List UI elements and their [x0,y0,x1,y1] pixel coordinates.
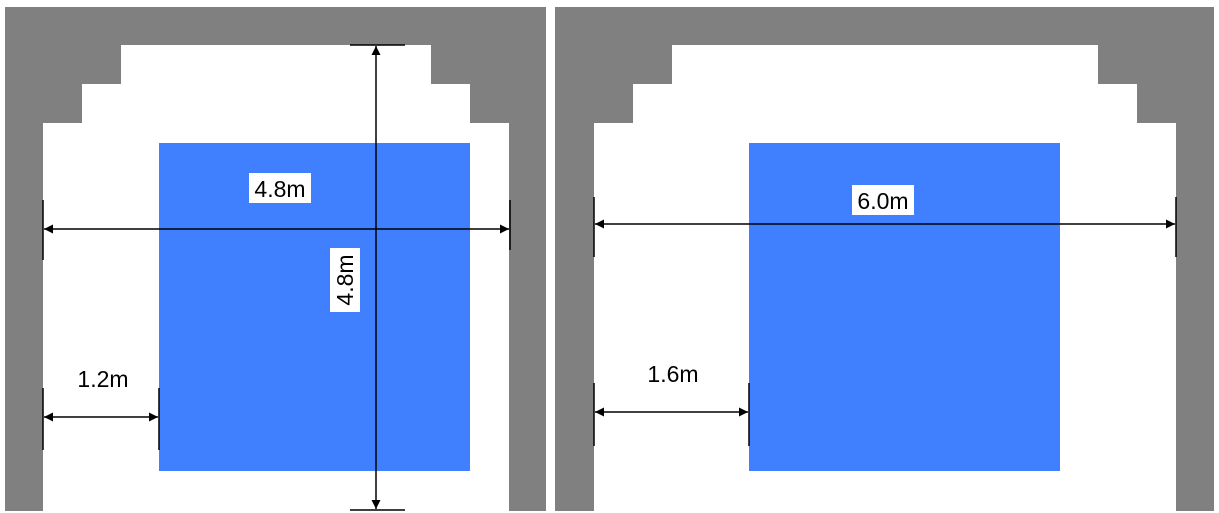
left-width-label: 4.8m [254,176,305,202]
left-height-label: 4.8m [332,254,358,305]
right-panel: 6.0m 1.6m [555,7,1214,511]
left-height-label-bg [330,248,360,312]
right-width-label: 6.0m [857,188,908,214]
right-offset-label: 1.6m [647,361,698,387]
right-width-label-bg [852,185,914,215]
left-width-label-bg [249,173,311,203]
left-clearance-box [159,143,470,471]
left-panel: 4.8m 4.8m 1.2m [5,7,546,511]
panel-divider [546,0,555,513]
left-offset-label: 1.2m [77,366,128,392]
